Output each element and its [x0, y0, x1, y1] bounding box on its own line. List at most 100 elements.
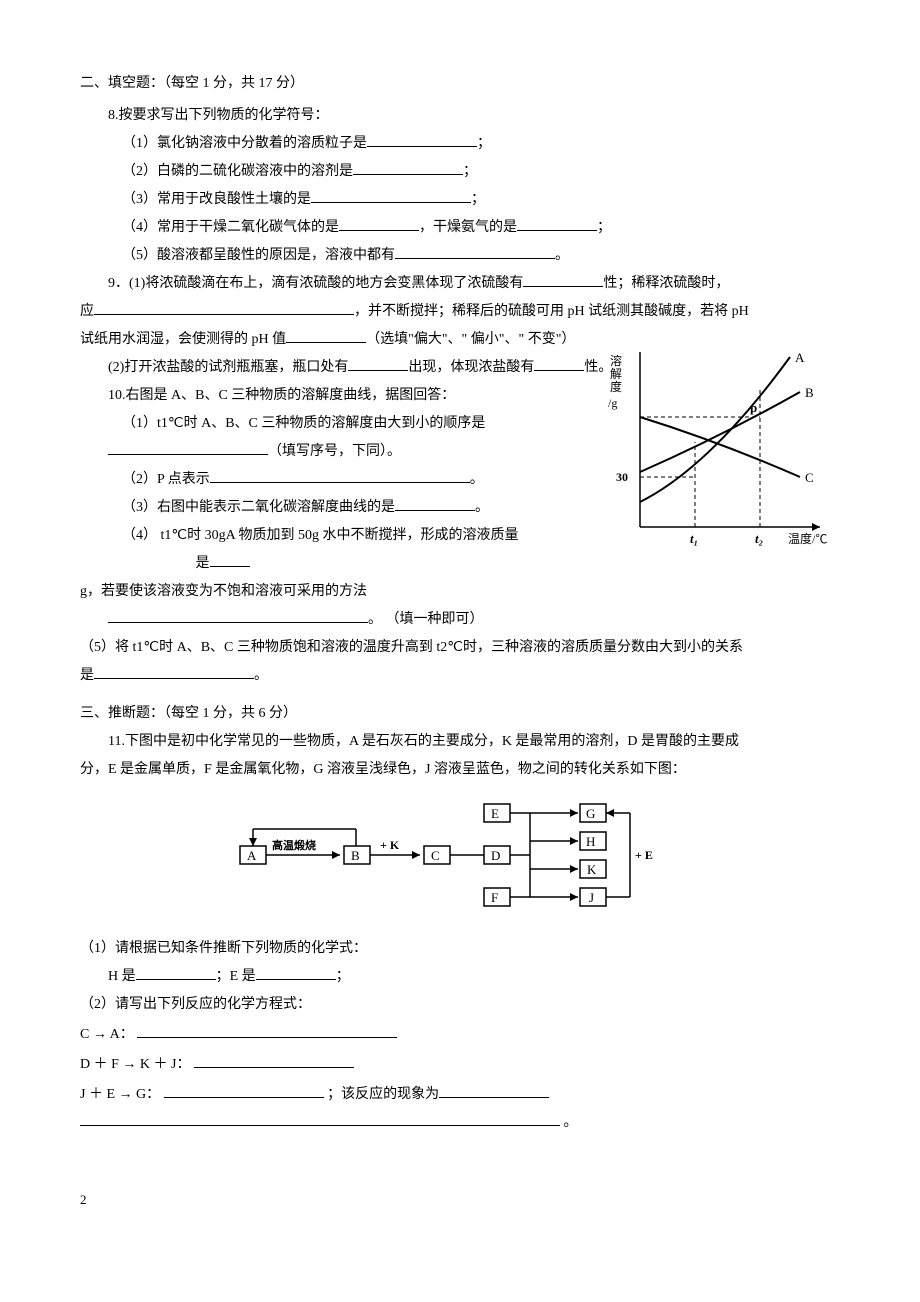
q9-p2-a: 应: [80, 304, 94, 319]
blank: [534, 357, 584, 371]
flow-diagram: A 高温煅烧 B + K C D E F: [80, 794, 840, 925]
arrow-icon: [570, 837, 578, 845]
y-label-2: 解: [610, 367, 622, 381]
blank: [311, 189, 471, 203]
q8-p1: （1）氯化钠溶液中分散着的溶质粒子是 ；: [80, 130, 840, 158]
solubility-chart: 溶 解 度 /g 30 A B C p t₁ t₂ 温度/℃: [600, 347, 840, 568]
blank: [517, 217, 597, 231]
q11-eq1: C → A：: [80, 1019, 840, 1049]
q10-p4-b-text: 是: [196, 556, 210, 571]
blank: [108, 441, 268, 455]
node-k-label: K: [587, 862, 597, 877]
blank: [523, 273, 603, 287]
arrow-icon: [249, 838, 257, 846]
page-number: 2: [80, 1187, 840, 1213]
y-label-1: 溶: [610, 353, 622, 368]
q9-p2: 应 ，并不断搅拌；稀释后的硫酸可用 pH 试纸测其酸碱度，若将 pH: [80, 298, 840, 326]
edge-ab-label: 高温煅烧: [272, 838, 316, 852]
q11-eq3-c: ；该反应的现象为: [327, 1087, 439, 1102]
q11-stem2: 分，E 是金属单质，F 是金属氧化物，G 溶液呈浅绿色，J 溶液呈蓝色，物之间的…: [80, 756, 840, 784]
blank: [164, 1084, 324, 1098]
q8-p4-a: （4）常用于干燥二氧化碳气体的是: [122, 220, 339, 235]
q8-p4-mid: ，干燥氨气的是: [419, 220, 517, 235]
curve-a: [640, 357, 790, 502]
q8-p1-tail: ；: [477, 136, 491, 151]
node-e-label: E: [491, 806, 499, 821]
solubility-chart-svg: 溶 解 度 /g 30 A B C p t₁ t₂ 温度/℃: [600, 347, 840, 557]
blank: [339, 217, 419, 231]
q10-p4-c: g，若要使该溶液变为不饱和溶液可采用的方法: [80, 578, 840, 606]
q9-p1-b: 性；稀释浓硫酸时，: [603, 276, 729, 291]
q10-p5-a-text: （5）将 t1℃时 A、B、C 三种物质饱和溶液的温度升高到 t2℃时，三种溶液…: [80, 640, 743, 655]
q11-p1-sep: ；E 是: [216, 969, 256, 984]
q8-p3-tail: ；: [471, 192, 485, 207]
blank: [367, 133, 477, 147]
node-g-label: G: [586, 806, 595, 821]
q8-stem: 8.按要求写出下列物质的化学符号：: [80, 102, 840, 130]
arrow-icon: [606, 809, 614, 817]
node-b-label: B: [351, 848, 360, 863]
arrow-right-icon: →: [119, 1079, 133, 1107]
curve-c: [640, 417, 800, 477]
q11-eq2-b: K ＋ J：: [140, 1057, 191, 1072]
arrow-right-icon: →: [93, 1019, 107, 1047]
arrow-icon: [570, 809, 578, 817]
q11-eq2-a: D ＋ F: [80, 1057, 119, 1072]
q10-p2-text: （2）P 点表示: [122, 472, 210, 487]
blank: [136, 966, 216, 980]
q8-p1-text: （1）氯化钠溶液中分散着的溶质粒子是: [122, 136, 367, 151]
q8-p4: （4）常用于干燥二氧化碳气体的是，干燥氨气的是；: [80, 214, 840, 242]
arrow-icon: [412, 851, 420, 859]
blank: [286, 329, 366, 343]
q9-p1-a: 9．(1)将浓硫酸滴在布上，滴有浓硫酸的地方会变黑体现了浓硫酸有: [108, 276, 523, 291]
blank: [395, 497, 475, 511]
q11-eq-tail: 。: [560, 1115, 578, 1130]
q11-p1-tail: ；: [336, 969, 350, 984]
x-label: 温度/℃: [788, 531, 827, 546]
q11-p1: （1）请根据已知条件推断下列物质的化学式：: [80, 935, 840, 963]
q9-p3-b: （选填"偏大"、" 偏小"、" 不变"）: [366, 332, 575, 347]
q8-p5: （5）酸溶液都呈酸性的原因是，溶液中都有。: [80, 242, 840, 270]
q8-p5-tail: 。: [555, 248, 569, 263]
node-h-label: H: [586, 834, 595, 849]
node-c-label: C: [431, 848, 440, 863]
q10-p2-tail: 。: [470, 472, 484, 487]
q10-p5-tail: 。: [254, 668, 268, 683]
blank: [108, 609, 368, 623]
section3-header: 三、推断题：（每空 1 分，共 6 分）: [80, 700, 840, 728]
curve-b-label: B: [805, 385, 814, 400]
q11-p1-h: H 是: [108, 969, 136, 984]
q10-p5-b: 是。: [80, 662, 840, 690]
q8-p2: （2）白磷的二硫化碳溶液中的溶剂是；: [80, 158, 840, 186]
q10-p3-tail: 。: [475, 500, 489, 515]
blank: [439, 1084, 549, 1098]
q9-p3-a: 试纸用水润湿，会使测得的 pH 值: [80, 332, 286, 347]
q11-eq-tail-line: 。: [80, 1109, 840, 1137]
q10-wrap: 溶 解 度 /g 30 A B C p t₁ t₂ 温度/℃ 10.右图是 A: [80, 382, 840, 578]
arrow-icon: [570, 865, 578, 873]
q8-p3: （3）常用于改良酸性土壤的是；: [80, 186, 840, 214]
flow-diagram-svg: A 高温煅烧 B + K C D E F: [230, 794, 690, 914]
q9-p2-b: ，并不断搅拌；稀释后的硫酸可用 pH 试纸测其酸碱度，若将 pH: [354, 304, 749, 319]
arrow-right-icon: →: [122, 1049, 136, 1077]
blank: [256, 966, 336, 980]
q8-p2-tail: ；: [463, 164, 477, 179]
node-d-label: D: [491, 848, 500, 863]
curve-b: [640, 392, 800, 472]
y-unit: /g: [608, 396, 617, 410]
y-label-3: 度: [610, 379, 622, 394]
q10-p4-blankline: 。 （填一种即可）: [80, 606, 840, 634]
q11-eq2: D ＋ F → K ＋ J：: [80, 1049, 840, 1079]
q11-eq3-b: G：: [136, 1087, 160, 1102]
q9-p4-mid: 出现，体现浓盐酸有: [408, 360, 534, 375]
blank: [395, 245, 555, 259]
q11-p2: （2）请写出下列反应的化学方程式：: [80, 991, 840, 1019]
arrow-icon: [570, 893, 578, 901]
q10-p3-text: （3）右图中能表示二氧化碳溶解度曲线的是: [122, 500, 395, 515]
q10-p4-a-text: （4） t1℃时 30gA 物质加到 50g 水中不断搅拌，形成的溶液质量: [122, 528, 518, 543]
q10-p5-a: （5）将 t1℃时 A、B、C 三种物质饱和溶液的温度升高到 t2℃时，三种溶液…: [80, 634, 840, 662]
q11-stem: 11.下图中是初中化学常见的一些物质，A 是石灰石的主要成分，K 是最常用的溶剂…: [80, 728, 840, 756]
q9-p4-a: (2)打开浓盐酸的试剂瓶瓶塞，瓶口处有: [108, 360, 348, 375]
label-plus-e: + E: [635, 848, 653, 862]
edge-bc-label: + K: [380, 838, 400, 852]
